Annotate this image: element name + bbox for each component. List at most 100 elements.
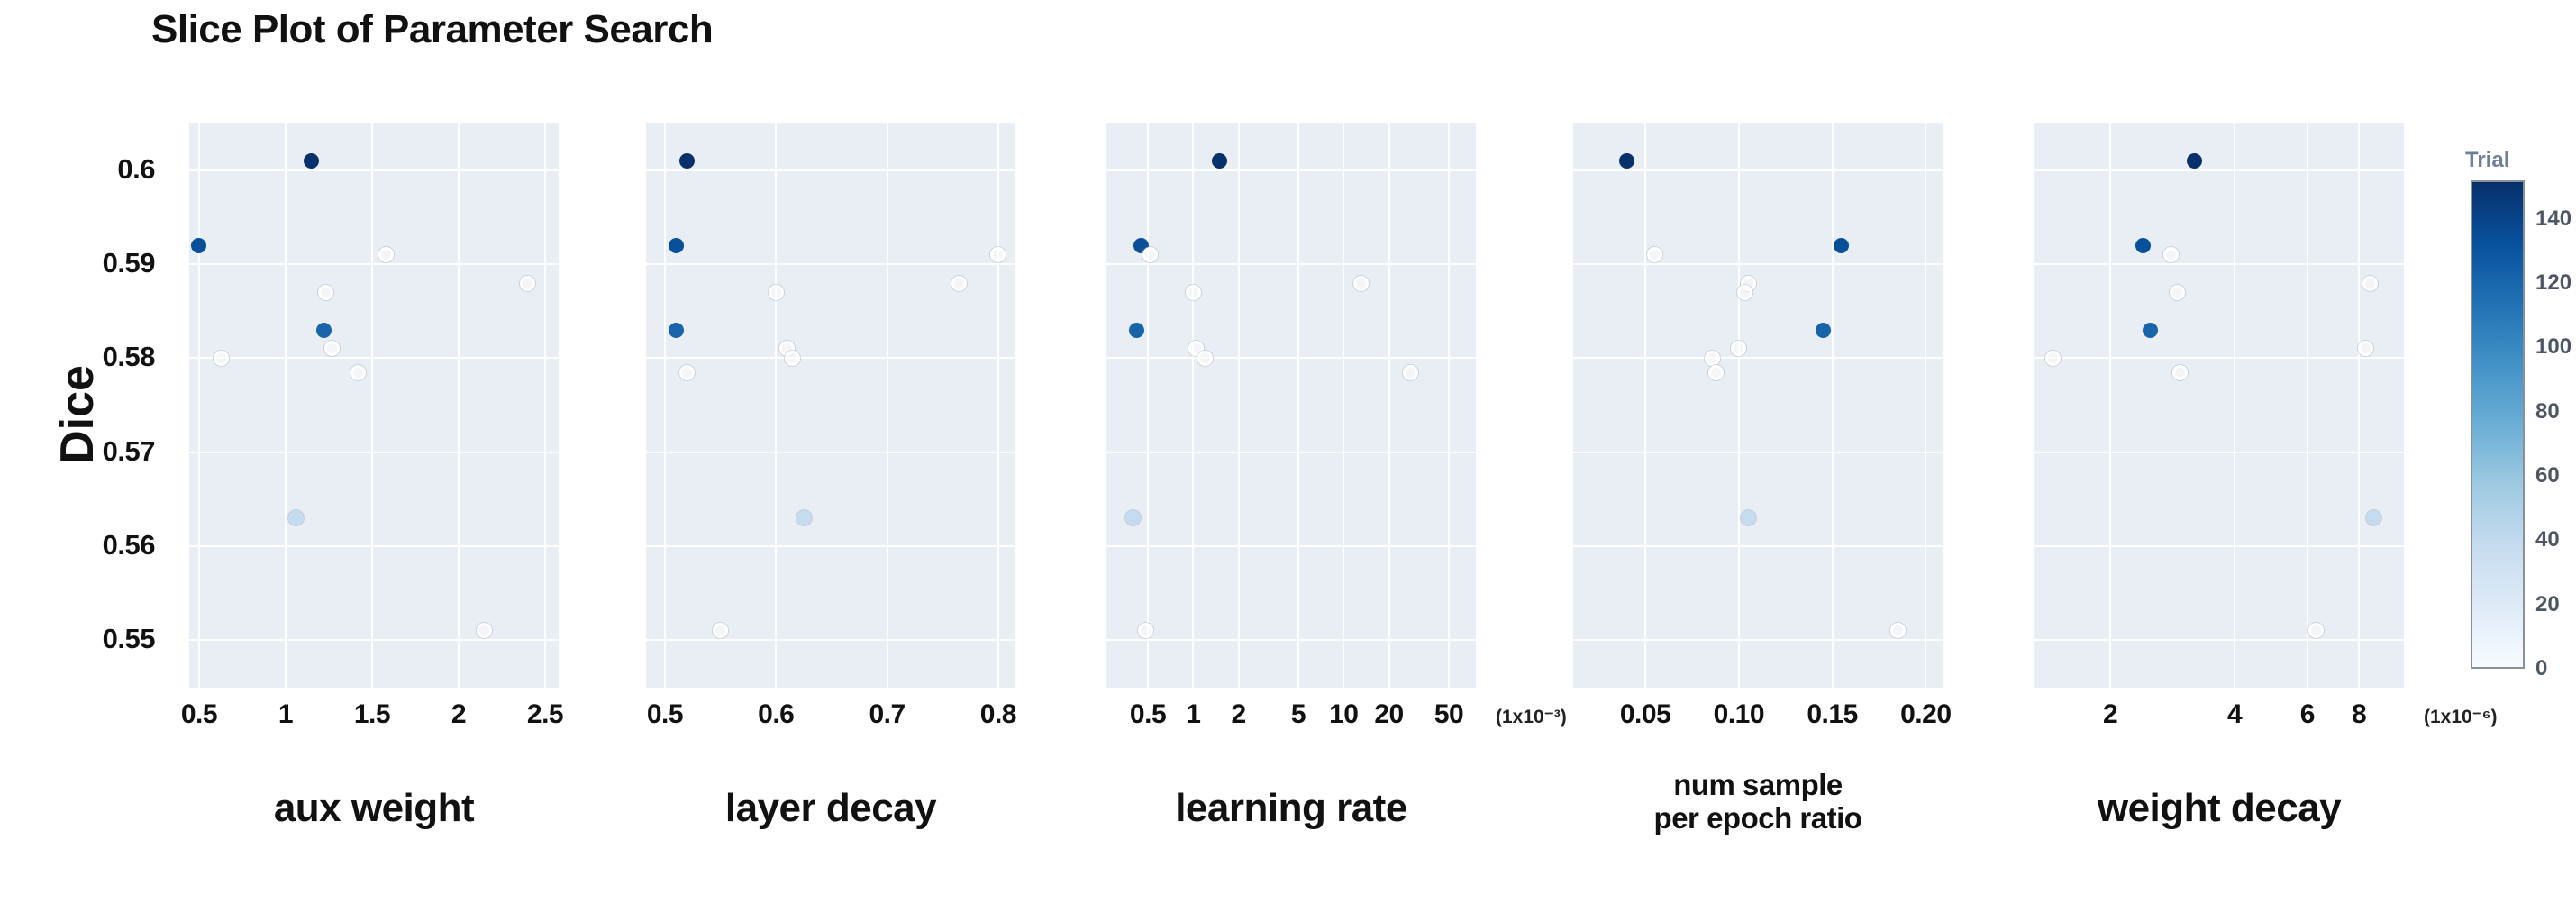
horizontal-gridline [1573,263,1943,266]
data-point-trial-19[interactable] [785,350,801,366]
data-point-trial-38[interactable] [2366,509,2382,525]
data-point-trial-38[interactable] [287,509,304,525]
x-axis-title-line: weight decay [2097,786,2342,830]
vertical-gridline [1237,123,1240,688]
data-point-trial-9[interactable] [2357,341,2373,357]
y-tick-label: 0.58 [102,341,156,373]
x-tick-label: 0.7 [869,699,906,729]
data-point-trial-1[interactable] [713,622,729,638]
x-tick-label: 2 [451,699,467,729]
horizontal-gridline [1106,638,1476,641]
data-point-trial-9[interactable] [1731,341,1747,357]
data-point-trial-6[interactable] [378,247,394,263]
data-point-trial-132[interactable] [191,237,207,253]
data-point-trial-132[interactable] [1834,237,1850,253]
colorbar-tick-label: 40 [2535,527,2560,552]
data-point-trial-14[interactable] [1352,275,1369,291]
data-point-trial-9[interactable] [324,341,341,357]
data-point-trial-4[interactable] [1403,364,1419,380]
vertical-gridline [997,123,999,688]
horizontal-gridline [189,169,559,172]
horizontal-gridline [646,263,1015,266]
vertical-gridline [284,123,287,688]
data-point-trial-132[interactable] [668,237,684,253]
horizontal-gridline [1106,544,1476,547]
data-point-trial-6[interactable] [1142,247,1159,263]
data-point-trial-120[interactable] [315,322,332,338]
data-point-trial-16[interactable] [317,284,333,300]
x-axis-title-layer-decay: layer decay [646,786,1015,830]
vertical-gridline [886,123,888,688]
data-point-trial-6[interactable] [1646,247,1662,263]
horizontal-gridline [646,544,1015,547]
subplot-learning-rate-plot-area [1106,123,1476,688]
x-tick-label: 1 [278,699,294,729]
data-point-trial-4[interactable] [679,364,696,380]
vertical-gridline [1644,123,1647,688]
data-point-trial-150[interactable] [304,153,320,169]
x-tick-label: 10 [1329,699,1359,729]
data-point-trial-150[interactable] [2187,153,2203,169]
data-point-trial-16[interactable] [768,284,784,300]
data-point-trial-16[interactable] [1736,284,1752,300]
x-tick-label: 1 [1186,699,1201,729]
vertical-gridline [197,123,200,688]
data-point-trial-120[interactable] [1128,322,1144,338]
data-point-trial-14[interactable] [951,275,968,291]
horizontal-gridline [189,451,559,453]
data-point-trial-120[interactable] [2143,322,2158,338]
data-point-trial-19[interactable] [214,350,230,366]
data-point-trial-38[interactable] [1125,509,1142,525]
horizontal-gridline [1106,263,1476,266]
vertical-gridline [1388,123,1390,688]
data-point-trial-38[interactable] [1740,509,1756,525]
x-tick-label: 5 [1290,699,1306,729]
horizontal-gridline [2034,451,2404,453]
chart-title: Slice Plot of Parameter Search [151,7,714,51]
data-point-trial-19[interactable] [2044,350,2061,366]
vertical-gridline [1737,123,1740,688]
horizontal-gridline [646,451,1015,453]
data-point-trial-6[interactable] [990,247,1006,263]
x-tick-label: 0.5 [646,699,684,729]
data-point-trial-120[interactable] [668,322,684,338]
data-point-trial-19[interactable] [1197,350,1214,366]
data-point-trial-1[interactable] [477,622,493,638]
data-point-trial-16[interactable] [1185,284,1201,300]
data-point-trial-1[interactable] [2308,622,2325,638]
x-tick-label: 0.20 [1900,699,1952,729]
subplot-layer-decay-plot-area [646,123,1015,688]
data-point-trial-4[interactable] [2171,364,2188,380]
vertical-gridline [1343,123,1345,688]
x-tick-label: 2.5 [526,699,564,729]
horizontal-gridline [1106,357,1476,360]
horizontal-gridline [1573,638,1943,641]
x-tick-label: 0.15 [1807,699,1858,729]
x-axis-title-line: aux weight [273,786,475,830]
horizontal-gridline [2034,169,2404,172]
data-point-trial-120[interactable] [1815,322,1831,338]
x-tick-label: 0.5 [1129,699,1167,729]
data-point-trial-150[interactable] [679,153,696,169]
data-point-trial-150[interactable] [1212,153,1228,169]
data-point-trial-4[interactable] [350,364,367,380]
data-point-trial-16[interactable] [2169,284,2185,300]
colorbar-tick-label: 140 [2535,205,2572,231]
data-point-trial-1[interactable] [1137,622,1153,638]
horizontal-gridline [646,357,1015,360]
horizontal-gridline [1106,451,1476,453]
horizontal-gridline [646,638,1015,641]
data-point-trial-4[interactable] [1708,364,1725,380]
data-point-trial-38[interactable] [796,509,812,525]
x-axis-title-line: learning rate [1175,786,1407,830]
data-point-trial-6[interactable] [2162,247,2179,263]
data-point-trial-150[interactable] [1618,153,1634,169]
subplot-aux-weight-plot-area [189,123,559,688]
horizontal-gridline [2034,263,2404,266]
data-point-trial-1[interactable] [1889,622,1906,638]
data-point-trial-14[interactable] [2362,275,2378,291]
data-point-trial-14[interactable] [520,275,536,291]
data-point-trial-132[interactable] [2135,237,2151,253]
data-point-trial-19[interactable] [1705,350,1721,366]
